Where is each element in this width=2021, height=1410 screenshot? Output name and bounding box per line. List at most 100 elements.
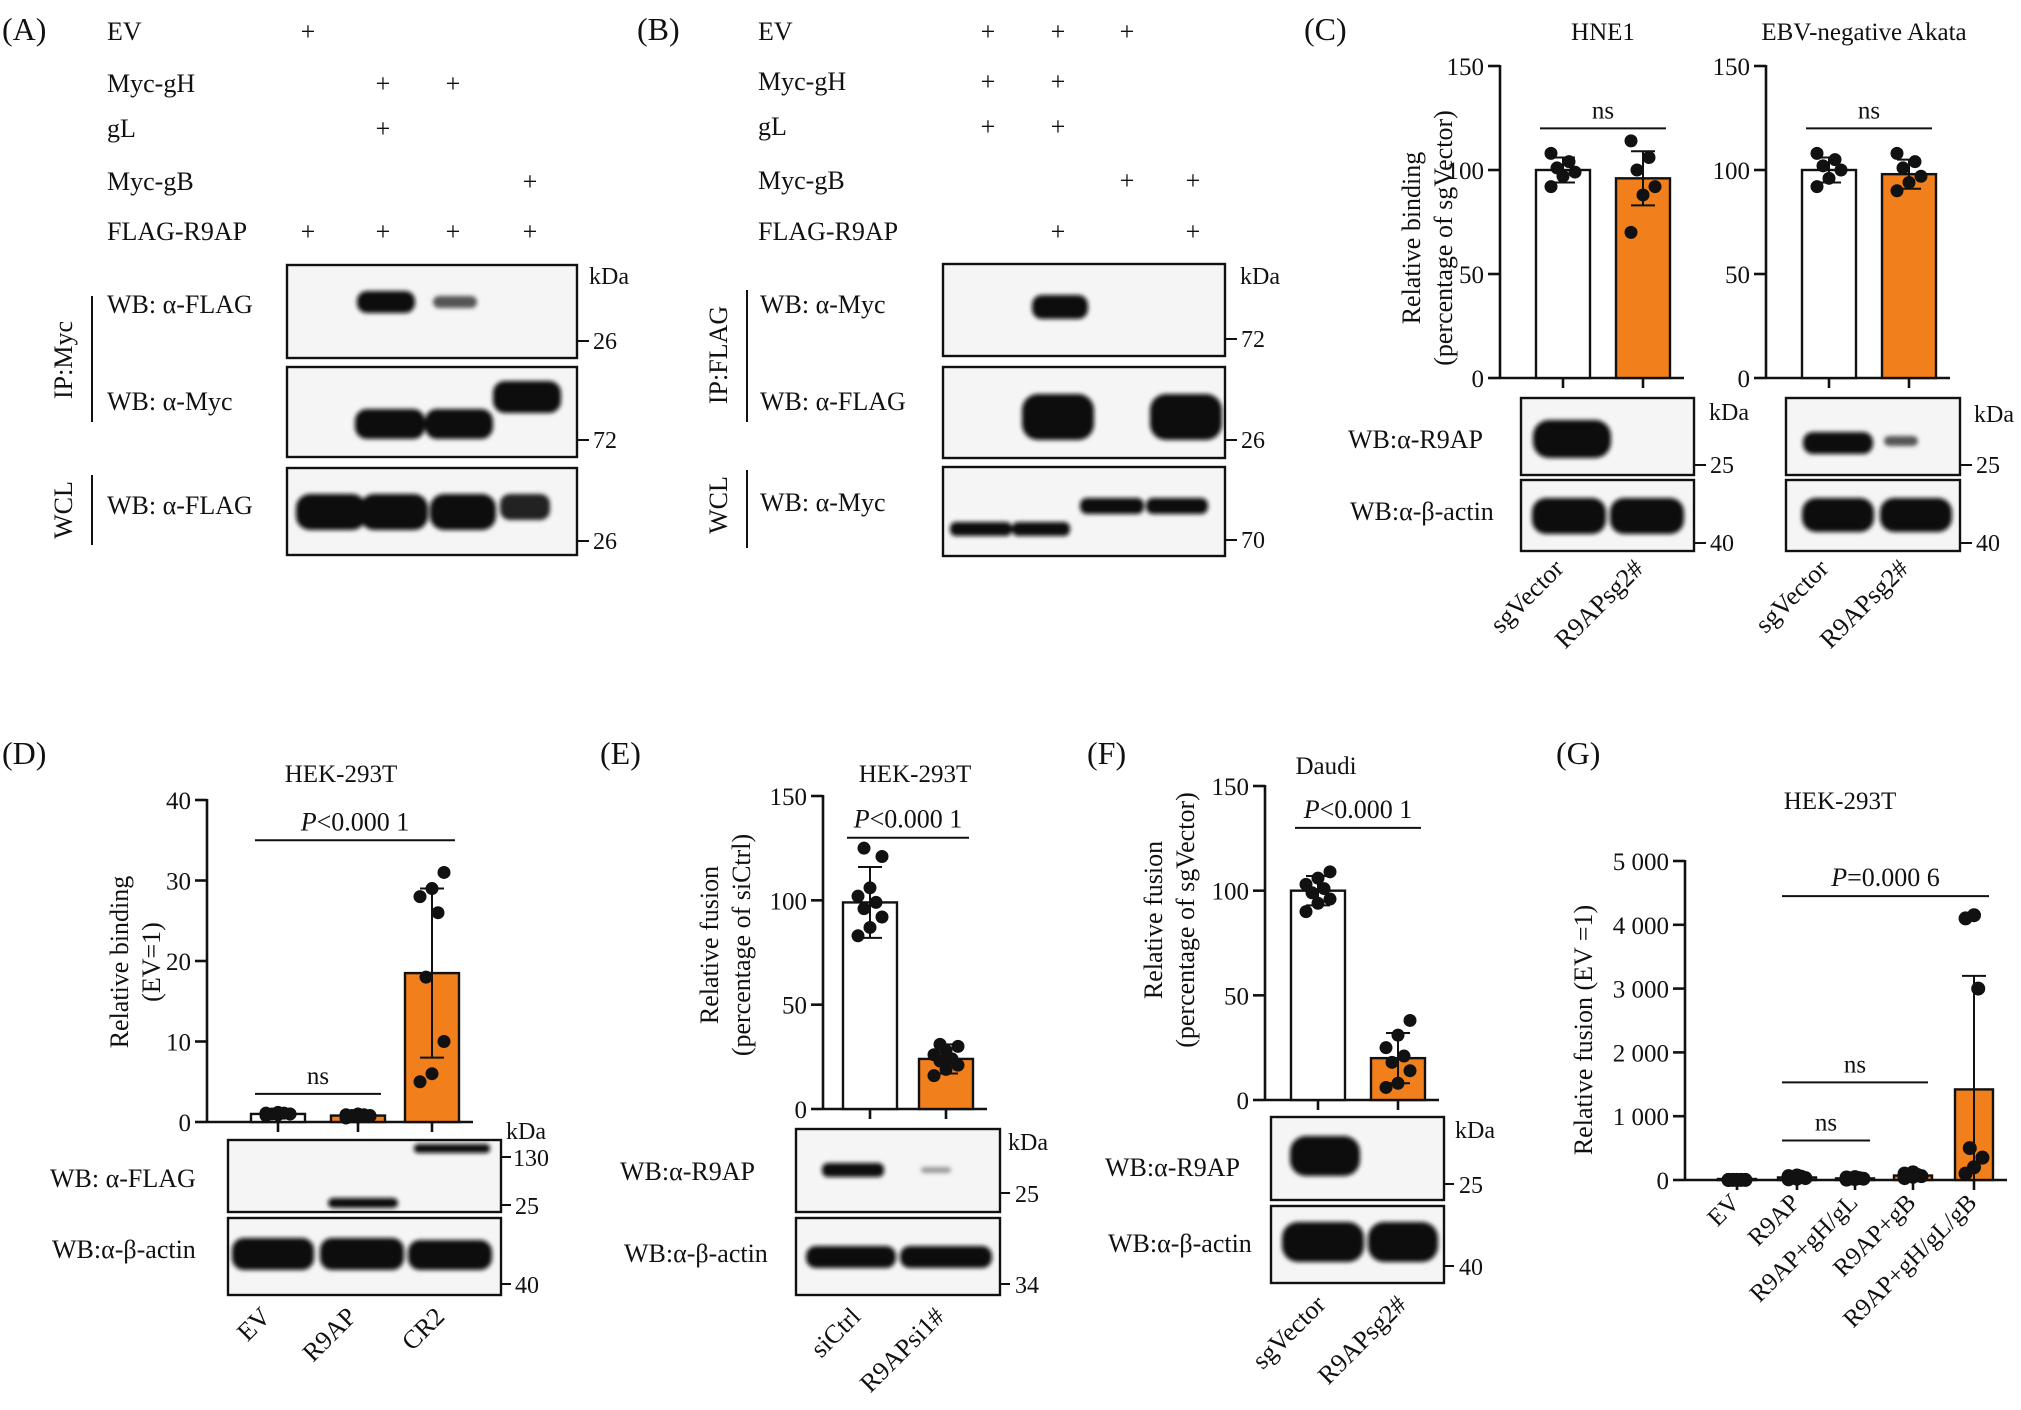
panel-c-ylabel-2: (percentage of sgVector) — [1429, 110, 1458, 366]
panel-f-marker-40: 40 — [1459, 1255, 1483, 1281]
y-tick-label: 50 — [1725, 262, 1750, 289]
panel-b-sign: + — [1051, 217, 1066, 246]
y-tick-label: 10 — [166, 1030, 191, 1057]
data-point — [413, 1075, 427, 1089]
y-tick-label: 1 000 — [1613, 1104, 1669, 1131]
panel-b-ip-label: IP:FLAG — [704, 306, 733, 404]
data-point — [933, 1037, 947, 1051]
data-point — [1403, 1064, 1417, 1078]
data-point — [419, 970, 433, 984]
data-point — [339, 1108, 353, 1122]
y-tick-label: 150 — [1713, 54, 1751, 81]
panel-b-blot1-label: WB: α-Myc — [760, 290, 886, 319]
chart-e: HEK-293T 0 50 100 150 P<0.000 1 — [770, 761, 987, 1124]
panel-f-blot2-label: WB:α-β-actin — [1108, 1229, 1252, 1258]
panel-e: (E) Relative fusion (percentage of siCtr… — [600, 735, 1048, 1398]
y-tick-label: 40 — [166, 788, 191, 815]
panel-g: (G) Relative fusion (EV =1) HEK-293T 0 1 0… — [1556, 735, 2007, 1333]
panel-f-letter: (F) — [1087, 735, 1126, 771]
western-band — [1150, 394, 1222, 440]
data-point — [857, 902, 871, 916]
chart-c-hne1: HNE1 0 50 100 150 ns — [1447, 19, 1684, 393]
panel-b-sign: + — [981, 67, 996, 96]
panel-d-blot2-label: WB:α-β-actin — [52, 1235, 196, 1264]
panel-c-blot-r9ap-akata — [1784, 396, 1962, 477]
panel-c-xlabel-4: R9APsg2# — [1814, 554, 1914, 654]
data-point — [1810, 146, 1824, 160]
panel-b-letter: (B) — [637, 11, 680, 47]
data-point — [951, 1039, 965, 1053]
panel-c-marker-25b: 25 — [1976, 453, 2000, 479]
panel-d-blot1-label: WB: α-FLAG — [50, 1164, 196, 1193]
panel-g-ylabel: Relative fusion (EV =1) — [1569, 905, 1598, 1155]
panel-b-sign: + — [981, 17, 996, 46]
panel-a-blot1 — [285, 263, 579, 360]
western-band — [1532, 498, 1606, 534]
panel-e-kda: kDa — [1008, 1130, 1048, 1156]
data-point — [1311, 871, 1325, 885]
data-point — [1834, 163, 1848, 177]
data-point — [851, 889, 865, 903]
significance-label: ns — [1858, 97, 1880, 124]
western-band — [1610, 498, 1684, 534]
panel-c-marker-40a: 40 — [1710, 531, 1734, 557]
panel-e-marker-34: 34 — [1015, 1273, 1039, 1299]
x-tick-label: EV — [1703, 1189, 1746, 1232]
y-tick-label: 150 — [1212, 774, 1250, 801]
panel-c-kda-1: kDa — [1709, 400, 1749, 426]
data-point — [1636, 188, 1650, 202]
western-band — [1368, 1222, 1438, 1262]
panel-a-sign: + — [523, 167, 538, 196]
data-point — [1550, 161, 1564, 175]
panel-a-row-myc-gb: Myc-gB — [107, 167, 194, 196]
data-point — [437, 1035, 451, 1048]
western-band — [408, 1240, 492, 1270]
bar — [1614, 177, 1672, 380]
data-point — [1379, 1080, 1393, 1094]
data-point — [1544, 146, 1558, 160]
western-band — [360, 494, 428, 530]
western-band — [822, 1163, 884, 1177]
data-point — [1822, 171, 1836, 185]
western-band — [1802, 498, 1874, 532]
panel-b-sign: + — [1186, 166, 1201, 195]
western-band — [806, 1246, 896, 1268]
western-band — [1884, 436, 1918, 446]
y-tick-label: 20 — [166, 949, 191, 976]
data-point — [1967, 908, 1981, 923]
western-band — [232, 1238, 314, 1270]
panel-a-row-ev: EV — [107, 17, 142, 46]
chart-title: HEK-293T — [859, 761, 971, 788]
data-point — [1642, 151, 1656, 165]
western-band — [500, 494, 550, 520]
western-band — [1146, 498, 1208, 514]
data-point — [1379, 1041, 1393, 1055]
data-point — [413, 890, 427, 904]
panel-c-marker-25a: 25 — [1710, 453, 1734, 479]
data-point — [1810, 180, 1824, 194]
panel-f-kda: kDa — [1455, 1118, 1495, 1144]
panel-a-marker-1: 26 — [593, 329, 617, 355]
panel-d-xlabel-3: CR2 — [396, 1302, 450, 1356]
chart-title: Daudi — [1295, 753, 1356, 780]
data-point — [425, 882, 439, 896]
bar — [1534, 168, 1592, 380]
y-tick-label: 30 — [166, 869, 191, 896]
panel-d-marker-40: 40 — [515, 1273, 539, 1299]
panel-b: (B) EV Myc-gH gL Myc-gB FLAG-R9AP + + + … — [637, 11, 1280, 558]
western-band — [1012, 522, 1070, 536]
panel-c: (C) Relative binding (percentage of sgVe… — [1304, 11, 2014, 654]
panel-e-xlabel-2: R9APsi1# — [854, 1302, 950, 1398]
data-point — [927, 1069, 941, 1083]
western-band — [921, 1167, 951, 1173]
y-tick-label: 5 000 — [1613, 849, 1669, 876]
panel-f-blot1-label: WB:α-R9AP — [1105, 1153, 1240, 1182]
significance-label: ns — [1592, 97, 1614, 124]
data-point — [363, 1109, 377, 1123]
chart-title: HEK-293T — [285, 761, 397, 788]
western-band — [328, 1198, 398, 1208]
panel-c-xlabel-2: R9APsg2# — [1549, 554, 1649, 654]
panel-a-row-flag-r9ap: FLAG-R9AP — [107, 217, 247, 246]
panel-e-marker-25: 25 — [1015, 1182, 1039, 1208]
significance-label: ns — [1815, 1109, 1837, 1136]
